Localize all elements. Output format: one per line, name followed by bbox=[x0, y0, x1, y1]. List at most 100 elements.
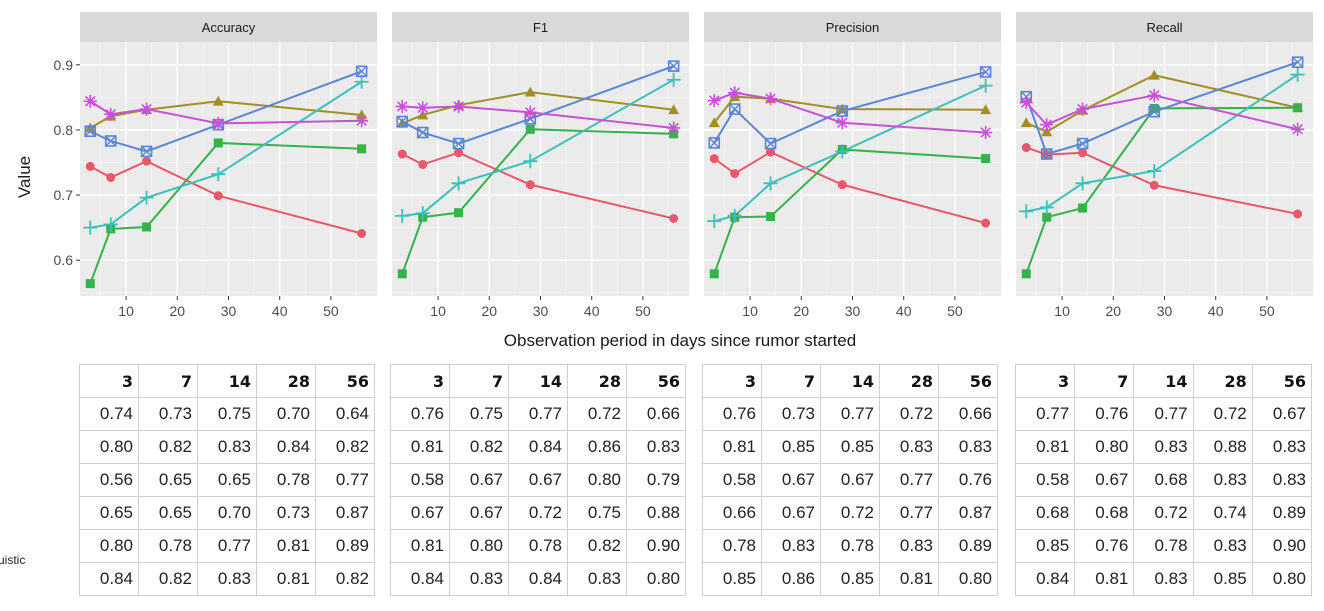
data-point bbox=[416, 101, 430, 115]
data-point bbox=[418, 159, 428, 169]
table-cell: 0.72 bbox=[820, 496, 880, 530]
data-point bbox=[355, 65, 368, 78]
table-cell: 0.65 bbox=[138, 463, 198, 497]
table-cell: 0.82 bbox=[315, 430, 375, 464]
table-row: 0.80 0.78 0.77 0.81 0.89 bbox=[79, 529, 375, 563]
data-point bbox=[669, 213, 679, 223]
y-tick-label: 0.7 bbox=[54, 187, 74, 203]
table-row: 0.85 0.86 0.85 0.81 0.80 bbox=[702, 562, 998, 596]
data-point bbox=[708, 117, 720, 128]
table-cell: 0.84 bbox=[256, 430, 316, 464]
table-cell: 0.58 bbox=[390, 463, 450, 497]
table-cell: 0.86 bbox=[761, 562, 821, 596]
data-point bbox=[523, 154, 538, 169]
data-point-cross bbox=[836, 105, 848, 117]
data-point bbox=[357, 228, 367, 238]
data-point bbox=[981, 154, 991, 164]
table-row: 0.84 0.82 0.83 0.81 0.82 bbox=[79, 562, 375, 596]
table-cell: 0.83 bbox=[761, 529, 821, 563]
data-point bbox=[1147, 88, 1161, 102]
table-cell: 0.73 bbox=[256, 496, 316, 530]
table-cell: 0.78 bbox=[1133, 529, 1194, 563]
table-cell: 0.58 bbox=[1014, 463, 1076, 497]
table-cell: 0.84 bbox=[508, 430, 568, 464]
data-point bbox=[104, 107, 118, 121]
table-cell: 0.83 bbox=[879, 430, 939, 464]
data-point bbox=[212, 95, 224, 106]
data-point bbox=[730, 169, 740, 179]
table-cell: 0.83 bbox=[1251, 463, 1313, 497]
data-point bbox=[1148, 105, 1161, 118]
table-header-cell: 56 bbox=[938, 364, 998, 398]
table-cell: 0.75 bbox=[567, 496, 627, 530]
table-cell: 0.83 bbox=[626, 430, 686, 464]
data-point bbox=[836, 103, 848, 114]
y-tick-label: 0.6 bbox=[54, 252, 74, 268]
table-cell: 0.83 bbox=[1192, 463, 1253, 497]
table-cell: 0.70 bbox=[256, 397, 316, 431]
table-cell: 0.78 bbox=[256, 463, 316, 497]
table-cell: 0.81 bbox=[390, 529, 450, 563]
y-tick-label: 0.9 bbox=[54, 57, 74, 73]
table-row: 0.76 0.75 0.77 0.72 0.66 bbox=[390, 397, 686, 431]
data-point bbox=[396, 117, 408, 128]
table-header-cell: 7 bbox=[138, 364, 198, 398]
table-cell: 0.77 bbox=[508, 397, 568, 431]
table-cell: 0.80 bbox=[79, 529, 139, 563]
data-point bbox=[104, 135, 117, 147]
table-row: 0.85 0.76 0.78 0.83 0.90 bbox=[1014, 529, 1313, 563]
x-tick-label: 40 bbox=[896, 303, 912, 319]
table-cell: 0.85 bbox=[702, 562, 762, 596]
table-header-cell: 14 bbox=[820, 364, 880, 398]
table-cell: 0.78 bbox=[820, 529, 880, 563]
data-point-cross bbox=[708, 137, 720, 149]
data-point bbox=[84, 125, 97, 138]
table-header-cell: 7 bbox=[1074, 364, 1135, 398]
table-cell: 0.77 bbox=[197, 529, 257, 563]
data-point-cross bbox=[453, 138, 465, 150]
x-tick-label: 50 bbox=[323, 303, 339, 319]
table-cell: 0.81 bbox=[879, 562, 939, 596]
table-cell: 0.76 bbox=[938, 463, 998, 497]
table-cell: 0.72 bbox=[1192, 397, 1253, 431]
data-point bbox=[211, 167, 226, 182]
data-point-cross bbox=[356, 65, 368, 77]
data-point bbox=[525, 180, 535, 190]
y-axis-title: Value bbox=[15, 156, 34, 198]
data-point bbox=[1291, 122, 1305, 136]
x-tick-label: 30 bbox=[221, 303, 237, 319]
x-tick-label: 10 bbox=[742, 303, 758, 319]
table-cell: 0.83 bbox=[1192, 529, 1253, 563]
x-tick-label: 40 bbox=[272, 303, 288, 319]
table-cell: 0.82 bbox=[315, 562, 375, 596]
table-cell: 0.72 bbox=[508, 496, 568, 530]
data-point bbox=[523, 105, 537, 119]
data-point bbox=[1078, 148, 1088, 158]
table-cell: 0.80 bbox=[567, 463, 627, 497]
table-cell: 0.80 bbox=[449, 529, 509, 563]
table-header-cell: 7 bbox=[449, 364, 509, 398]
table-cell: 0.65 bbox=[138, 496, 198, 530]
data-point bbox=[397, 149, 407, 159]
table-cell: 0.78 bbox=[138, 529, 198, 563]
table-cell: 0.80 bbox=[938, 562, 998, 596]
table-header-cell: 28 bbox=[256, 364, 316, 398]
table-row: 0.67 0.67 0.72 0.75 0.88 bbox=[390, 496, 686, 530]
table-cell: 0.89 bbox=[938, 529, 998, 563]
data-point bbox=[728, 103, 741, 115]
data-point bbox=[452, 99, 466, 113]
data-point bbox=[85, 161, 95, 171]
data-point bbox=[1076, 102, 1090, 116]
data-point bbox=[416, 126, 429, 139]
data-point bbox=[451, 176, 466, 191]
data-point bbox=[979, 126, 993, 140]
data-point bbox=[1040, 148, 1053, 160]
table-header-cell: 3 bbox=[79, 364, 139, 398]
panel-strip bbox=[704, 12, 1001, 42]
x-tick-label: 30 bbox=[845, 303, 861, 319]
table-cell: 0.67 bbox=[1251, 397, 1313, 431]
data-point bbox=[1291, 56, 1304, 68]
data-point bbox=[667, 60, 680, 72]
x-tick-label: 40 bbox=[1208, 303, 1224, 319]
table-cell: 0.58 bbox=[702, 463, 762, 497]
